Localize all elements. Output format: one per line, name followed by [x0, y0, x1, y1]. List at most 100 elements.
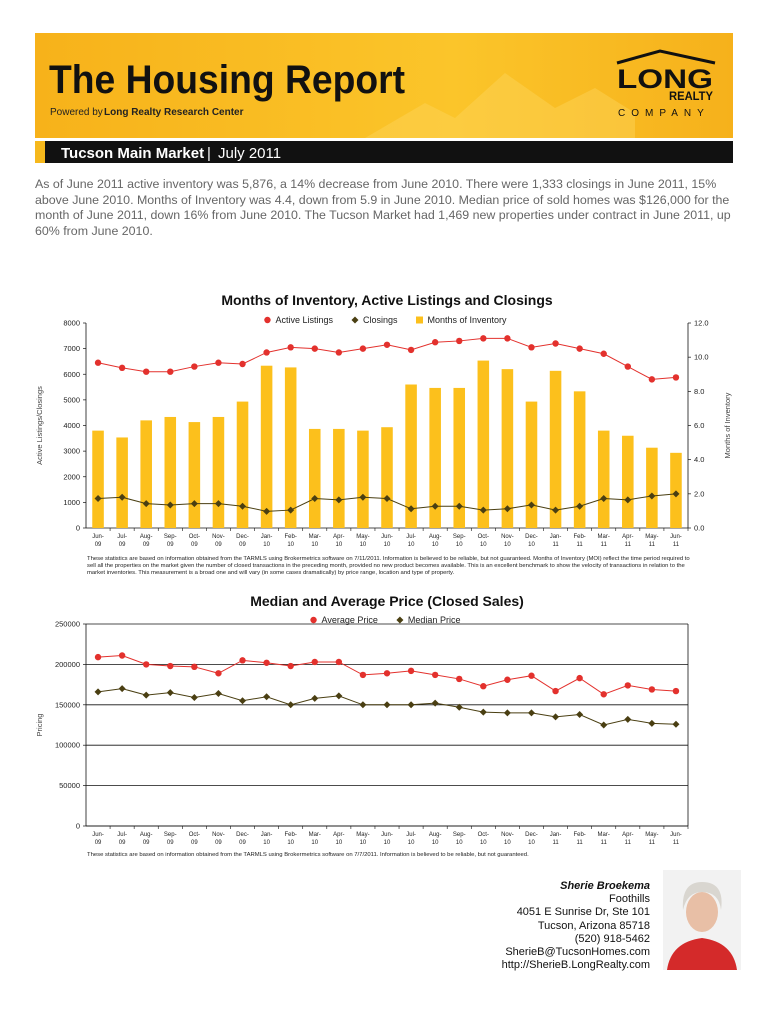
header-band	[35, 33, 733, 138]
point	[94, 653, 102, 661]
point	[576, 502, 584, 510]
bar	[92, 430, 104, 528]
x-tick-label: Mar-10	[309, 534, 321, 548]
point	[239, 657, 246, 664]
point	[215, 670, 222, 677]
x-tick-label: May-11	[645, 832, 658, 845]
x-tick-label: Feb-11	[573, 832, 585, 845]
bar	[116, 437, 128, 528]
y2-tick-label: 12.0	[694, 319, 709, 328]
bar	[646, 447, 658, 528]
point	[527, 501, 535, 509]
point	[167, 368, 174, 375]
bar	[284, 367, 297, 528]
bar	[357, 430, 369, 528]
section-date: July 2011	[218, 145, 281, 162]
y-tick-label: 5000	[63, 395, 80, 404]
section-separator: |	[207, 145, 211, 162]
x-tick-label: May-10	[356, 534, 369, 548]
point	[672, 687, 680, 695]
y-tick-label: 0	[76, 822, 80, 831]
point	[552, 506, 560, 514]
point	[118, 685, 126, 693]
x-tick-label: Oct-10	[478, 534, 489, 548]
point	[504, 676, 511, 683]
point	[214, 500, 222, 508]
point	[239, 360, 246, 368]
x-tick-label: Apr-11	[622, 832, 633, 845]
agent-email: SherieB@TucsonHomes.com	[505, 946, 650, 959]
point	[287, 506, 295, 514]
point	[239, 502, 247, 510]
bar	[405, 384, 417, 528]
point	[648, 376, 656, 383]
point	[263, 349, 270, 356]
header-title: The Housing Report	[49, 58, 405, 102]
point	[311, 495, 319, 503]
point	[672, 490, 680, 498]
agent-city: Tucson, Arizona 85718	[537, 919, 650, 932]
point	[359, 701, 367, 709]
point	[263, 693, 271, 701]
agent-address: 4051 E Sunrise Dr, Ste 101	[516, 906, 650, 919]
y-tick-label: 250000	[55, 620, 80, 629]
point	[600, 350, 607, 357]
x-tick-label: Nov-10	[501, 832, 514, 845]
point	[287, 662, 294, 670]
x-tick-label: Apr-10	[333, 832, 344, 845]
point	[383, 341, 391, 348]
header-decor	[365, 73, 635, 138]
x-tick-label: Jan-10	[261, 832, 273, 845]
x-tick-label: Mar-10	[309, 832, 321, 845]
agent-office: Foothills	[609, 893, 650, 906]
agent-phone: (520) 918-5462	[574, 932, 650, 945]
y-tick-label: 8000	[63, 319, 80, 328]
section-notch	[35, 141, 45, 163]
y-tick-label: 4000	[63, 421, 80, 430]
point	[407, 701, 415, 709]
point	[383, 670, 391, 677]
x-tick-label: Aug-09	[140, 534, 153, 548]
x-tick-label: Sep-10	[453, 534, 466, 548]
agent-website: http://SherieB.LongRealty.com	[501, 959, 650, 972]
point	[335, 658, 343, 666]
point	[143, 368, 150, 375]
x-tick-label: Dec-10	[525, 832, 538, 845]
legend-swatch	[310, 616, 317, 624]
x-tick-label: Jun-11	[670, 832, 682, 845]
x-tick-label: Feb-10	[285, 534, 297, 548]
y2-axis-title: Months of Inventory	[723, 392, 732, 458]
point	[528, 344, 535, 351]
bar	[140, 420, 152, 528]
x-tick-label: Aug-10	[429, 832, 442, 845]
chart-title: Median and Average Price (Closed Sales)	[250, 593, 524, 609]
x-tick-label: Jun-09	[92, 832, 104, 845]
legend-label: Closings	[363, 315, 398, 325]
point	[94, 359, 102, 366]
legend-swatch	[264, 316, 271, 324]
point	[431, 339, 439, 346]
y-tick-label: 2000	[63, 472, 80, 481]
x-tick-label: Jul-09	[117, 534, 127, 548]
bar	[260, 365, 273, 528]
chart-title: Months of Inventory, Active Listings and…	[221, 292, 553, 308]
x-tick-label: Oct-10	[478, 832, 489, 845]
x-tick-label: Jan-11	[550, 534, 562, 548]
bar	[477, 360, 490, 528]
chart-note: These statistics are based on informatio…	[87, 556, 690, 576]
x-tick-label: Jul-09	[117, 832, 127, 845]
point	[552, 340, 559, 347]
point	[359, 493, 367, 501]
x-tick-label: Sep-09	[164, 832, 177, 845]
x-tick-label: Jul-10	[406, 534, 416, 548]
point	[239, 697, 247, 705]
x-tick-label: Feb-11	[573, 534, 585, 548]
x-tick-label: Jun-10	[381, 832, 393, 845]
x-tick-label: Nov-09	[212, 832, 225, 845]
x-tick-label: Jun-11	[670, 534, 682, 548]
bar	[236, 401, 249, 528]
x-tick-label: Oct-09	[189, 534, 200, 548]
legend-label: Average Price	[322, 615, 378, 625]
bar	[429, 387, 441, 528]
bar	[453, 387, 466, 528]
